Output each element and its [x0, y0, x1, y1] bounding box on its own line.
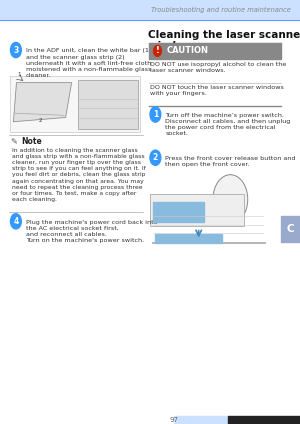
Text: In addition to cleaning the scanner glass
and glass strip with a non-flammable g: In addition to cleaning the scanner glas… — [12, 148, 146, 202]
Polygon shape — [14, 83, 72, 122]
Bar — [174, 416, 228, 424]
Circle shape — [150, 107, 161, 122]
Circle shape — [11, 214, 21, 229]
Text: 97: 97 — [169, 417, 178, 424]
Bar — [280, 216, 300, 242]
Circle shape — [11, 42, 21, 58]
Circle shape — [154, 45, 161, 56]
Text: DO NOT use isopropyl alcohol to clean the
laser scanner windows.: DO NOT use isopropyl alcohol to clean th… — [150, 62, 286, 73]
Text: 1: 1 — [18, 72, 21, 77]
Bar — [0, 0, 300, 20]
Text: !: ! — [156, 46, 159, 56]
Text: Plug the machine's power cord back into
the AC electrical socket first,
and reco: Plug the machine's power cord back into … — [26, 220, 158, 243]
Text: Note: Note — [21, 137, 42, 146]
Bar — [228, 416, 300, 424]
Bar — [78, 80, 138, 129]
Text: CAUTION: CAUTION — [167, 46, 209, 56]
Text: Troubleshooting and routine maintenance: Troubleshooting and routine maintenance — [151, 7, 291, 13]
Bar — [148, 43, 280, 59]
Text: DO NOT touch the laser scanner windows
with your fingers.: DO NOT touch the laser scanner windows w… — [150, 85, 284, 96]
Text: 2: 2 — [39, 118, 42, 123]
Text: Cleaning the laser scanner
windows: Cleaning the laser scanner windows — [148, 30, 300, 51]
Circle shape — [150, 150, 161, 165]
Text: In the ADF unit, clean the white bar (1)
and the scanner glass strip (2)
underne: In the ADF unit, clean the white bar (1)… — [26, 48, 151, 78]
Bar — [152, 242, 265, 243]
Text: ✎: ✎ — [11, 137, 17, 146]
Text: 3: 3 — [13, 45, 19, 55]
Text: 2: 2 — [153, 153, 158, 162]
Bar — [150, 194, 244, 226]
Circle shape — [213, 175, 248, 224]
Text: C: C — [286, 224, 294, 234]
Text: 4: 4 — [13, 217, 19, 226]
Text: Turn off the machine’s power switch.
Disconnect all cables, and then unplug
the : Turn off the machine’s power switch. Dis… — [165, 113, 291, 137]
Bar — [154, 234, 222, 243]
Text: Press the front cover release button and
then open the front cover.: Press the front cover release button and… — [165, 156, 296, 167]
Text: 1: 1 — [153, 110, 158, 119]
Bar — [153, 201, 204, 222]
Bar — [11, 76, 140, 132]
